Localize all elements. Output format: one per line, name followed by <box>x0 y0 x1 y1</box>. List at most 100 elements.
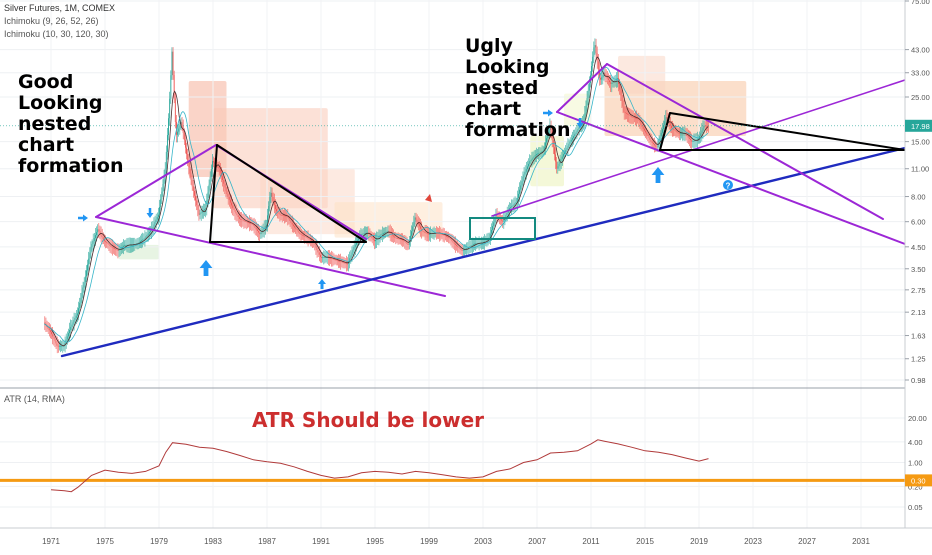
candle-body <box>537 153 539 155</box>
time-tick-label: 2003 <box>474 537 492 546</box>
candle-body <box>90 246 92 253</box>
candle-body <box>553 147 555 155</box>
candle-body <box>420 226 422 229</box>
indicator-ichimoku-1[interactable]: Ichimoku (9, 26, 52, 26) <box>4 16 99 26</box>
candle-body <box>154 221 156 225</box>
candle-body <box>334 259 336 261</box>
candle-body <box>627 113 629 115</box>
candle-body <box>516 197 518 203</box>
time-axis[interactable]: 1971 1975 1979 1983 1987 1991 1995 1999 2003 2007… <box>0 527 932 546</box>
candle-body <box>353 246 355 250</box>
triangle-edge <box>216 144 367 243</box>
candle-body <box>544 142 546 147</box>
candle-body <box>496 214 498 216</box>
candle-body <box>228 196 230 200</box>
candle-body <box>71 324 73 327</box>
candle-body <box>659 136 661 140</box>
candle-body <box>665 117 667 122</box>
candle-body <box>597 61 599 70</box>
candle-body <box>205 208 207 210</box>
price-tick-label: 3.50 <box>911 265 926 274</box>
candle-body <box>280 214 282 216</box>
atr-level-badge <box>905 474 932 487</box>
indicator-atr-label[interactable]: ATR (14, RMA) <box>4 394 65 404</box>
candle-body <box>85 270 87 277</box>
candle-body <box>298 231 300 233</box>
candle-body <box>449 237 451 239</box>
candle-body <box>470 245 472 247</box>
candle-body <box>155 219 157 222</box>
candle-body <box>550 125 552 133</box>
candle-body <box>88 258 90 265</box>
candle-body <box>402 239 404 241</box>
candle-body <box>213 161 215 163</box>
candle-body <box>184 140 186 148</box>
candle-body <box>700 133 702 137</box>
candle-body <box>634 117 636 119</box>
candle-body <box>538 153 540 154</box>
candle-body <box>578 127 580 130</box>
candle-body <box>406 243 408 244</box>
candle-body <box>160 199 162 208</box>
candle-body <box>663 125 665 130</box>
candle-body <box>515 202 517 204</box>
candle-body <box>407 243 409 245</box>
candle-body <box>147 233 149 235</box>
candle-body <box>632 116 634 118</box>
candle-body <box>475 243 477 244</box>
candle-body <box>586 98 588 106</box>
candle-body <box>282 215 284 216</box>
candle-body <box>461 249 463 251</box>
candle-body <box>191 179 193 187</box>
candle-body <box>294 226 296 228</box>
candle-body <box>74 317 76 321</box>
candle-body <box>629 115 631 116</box>
candle-body <box>543 146 545 151</box>
candle-body <box>190 173 192 180</box>
candle-body <box>52 334 54 337</box>
candle-body <box>557 166 559 169</box>
candle-body <box>97 229 99 233</box>
red-marker-icon <box>425 194 432 202</box>
candle-body <box>152 226 154 230</box>
candle-body <box>253 224 255 227</box>
candle-body <box>217 166 219 168</box>
candle-body <box>308 238 310 240</box>
candle-body <box>96 232 98 236</box>
candle-body <box>614 80 616 82</box>
candle-body <box>460 248 462 250</box>
candle-body <box>292 224 294 227</box>
atr-tick-label: 20.00 <box>908 414 927 423</box>
candle-body <box>249 222 251 224</box>
candle-body <box>439 233 441 235</box>
candle-body <box>618 78 620 84</box>
indicator-ichimoku-2[interactable]: Ichimoku (10, 30, 120, 30) <box>4 29 109 39</box>
candle-body <box>161 191 163 200</box>
candle-body <box>547 134 549 139</box>
candle-body <box>331 258 333 260</box>
candle-body <box>250 223 252 224</box>
candle-body <box>272 196 274 201</box>
candle-body <box>297 230 299 232</box>
candle-body <box>195 195 197 201</box>
candle-body <box>317 250 319 253</box>
candle-body <box>565 149 567 153</box>
atr-axis[interactable]: 20.00 4.00 1.00 0.20 0.05 0.30 <box>905 414 932 512</box>
candle-body <box>686 134 688 137</box>
candle-body <box>683 133 685 135</box>
candle-body <box>179 125 181 129</box>
candle-body <box>677 132 679 134</box>
candle-body <box>80 297 82 304</box>
candle-body <box>108 243 110 245</box>
candle-body <box>708 125 710 127</box>
candle-body <box>430 233 432 235</box>
candle-body <box>615 79 617 81</box>
price-tick-label: 1.25 <box>911 355 926 364</box>
candle-body <box>705 125 707 127</box>
candle-body <box>655 145 657 147</box>
candle-body <box>102 237 104 240</box>
candle-body <box>123 245 125 247</box>
candle-body <box>623 106 625 113</box>
